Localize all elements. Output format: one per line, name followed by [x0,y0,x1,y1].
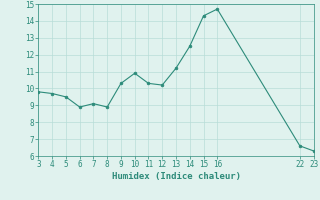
X-axis label: Humidex (Indice chaleur): Humidex (Indice chaleur) [111,172,241,181]
